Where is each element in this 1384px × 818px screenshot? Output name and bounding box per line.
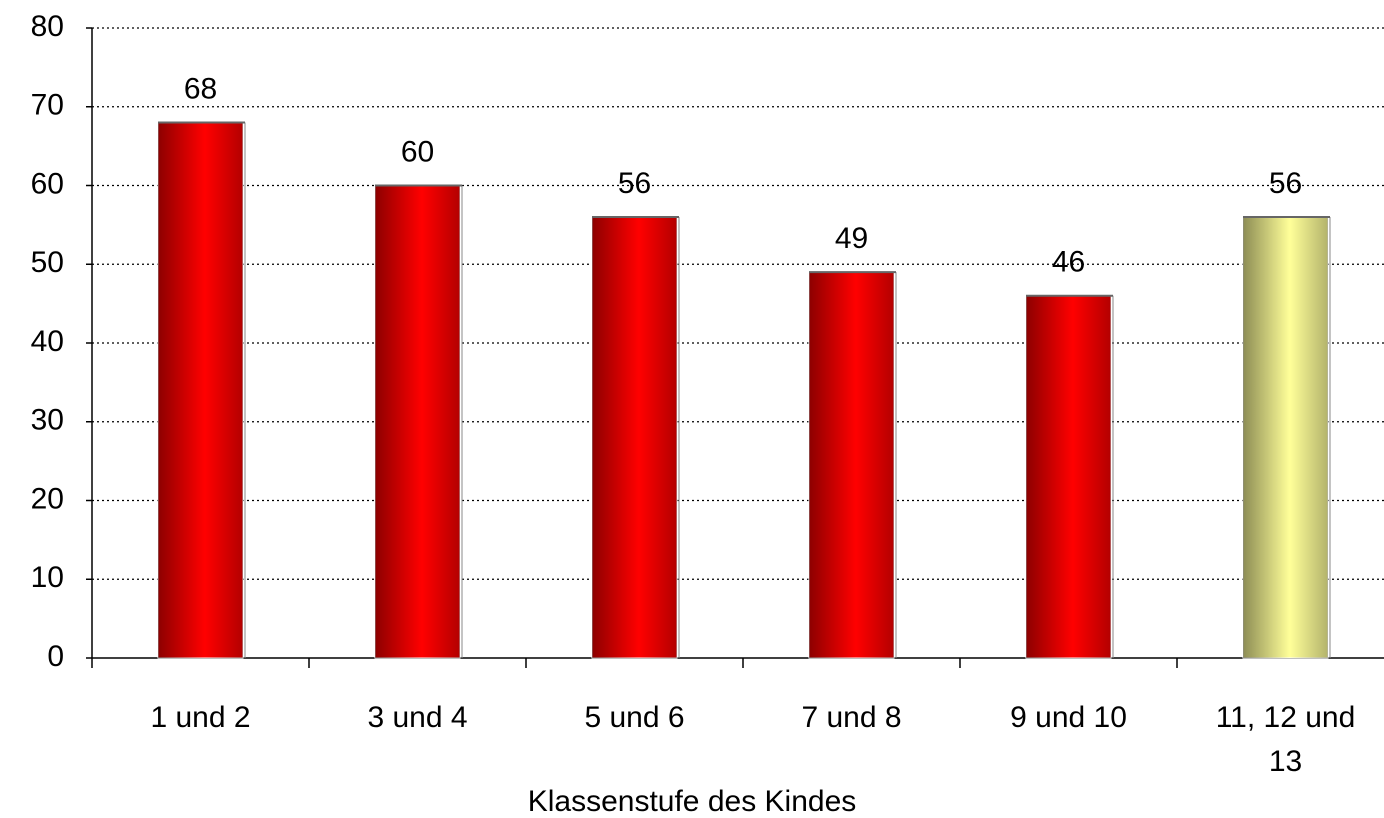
y-tick-label: 50 xyxy=(31,246,64,279)
data-label: 56 xyxy=(1269,167,1302,200)
y-tick-label: 30 xyxy=(31,404,64,437)
y-tick-label: 40 xyxy=(31,325,64,358)
x-tick-label: 9 und 10 xyxy=(1010,701,1127,734)
data-label: 49 xyxy=(835,222,868,255)
x-tick-label: 11, 12 und 13 xyxy=(1215,701,1356,778)
x-tick-label: 5 und 6 xyxy=(584,701,685,734)
bar-shading xyxy=(592,217,677,658)
bar-shading xyxy=(1026,295,1111,658)
x-tick-label: 3 und 4 xyxy=(367,701,468,734)
y-tick-label: 0 xyxy=(47,640,64,673)
data-label: 46 xyxy=(1052,246,1085,279)
x-axis-title: Klassenstufe des Kindes xyxy=(527,785,857,818)
y-tick-label: 20 xyxy=(31,482,64,515)
bar-shading xyxy=(809,272,894,658)
data-label: 60 xyxy=(401,135,434,168)
data-label: 56 xyxy=(618,167,651,200)
x-tick-label: 1 und 2 xyxy=(150,701,251,734)
y-tick-label: 80 xyxy=(31,10,64,43)
data-label: 68 xyxy=(184,72,217,105)
bar-shading xyxy=(1243,217,1328,658)
y-tick-label: 70 xyxy=(31,89,64,122)
bar-shading xyxy=(158,122,243,658)
y-tick-label: 60 xyxy=(31,167,64,200)
x-tick-label: 7 und 8 xyxy=(801,701,902,734)
bar-shading xyxy=(375,185,460,658)
y-tick-label: 10 xyxy=(31,561,64,594)
